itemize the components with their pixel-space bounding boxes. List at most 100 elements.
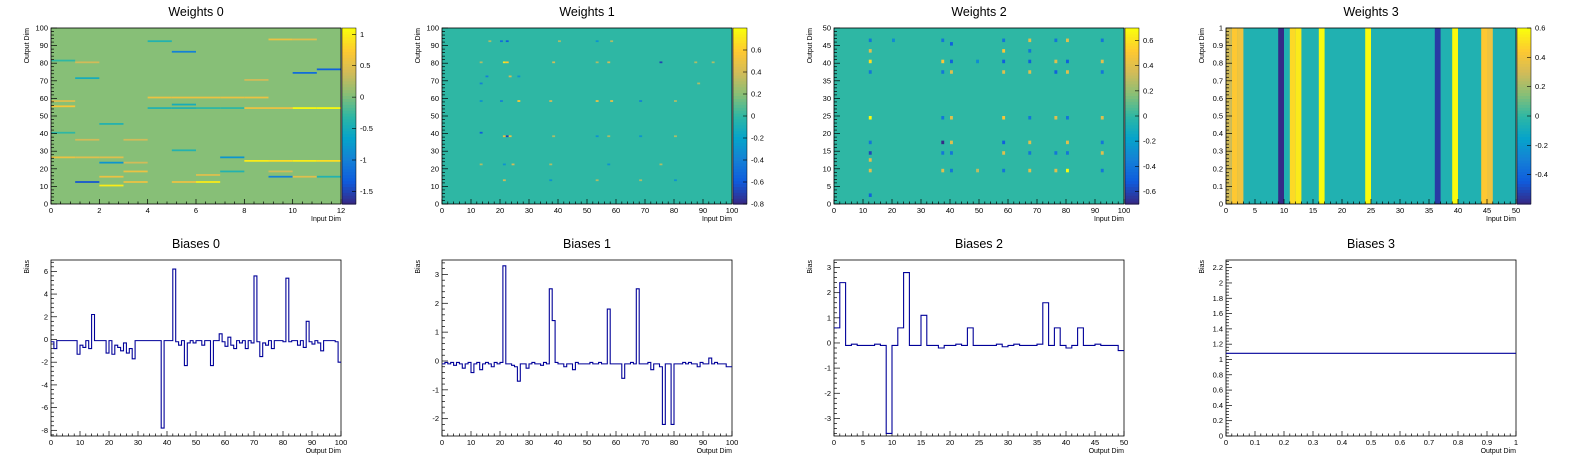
x-tick-label: 25 xyxy=(975,438,983,447)
heatmap-cell xyxy=(1054,116,1058,120)
colorbar-segment xyxy=(1517,177,1531,182)
colorbar-segment xyxy=(1517,66,1531,70)
colorbar-segment xyxy=(1517,186,1531,190)
colorbar-segment xyxy=(1517,151,1531,155)
colorbar-segment xyxy=(342,104,356,108)
heatmap-cell xyxy=(1054,70,1058,74)
colorbar-segment xyxy=(1517,195,1531,199)
heatmap-cell xyxy=(123,170,148,173)
x-tick-label: 10 xyxy=(1280,206,1288,215)
colorbar-segment xyxy=(1125,86,1139,91)
heatmap-cell xyxy=(1100,70,1104,74)
colorbar-tick-label: 0.5 xyxy=(360,61,370,70)
heatmap-cell xyxy=(1100,116,1104,120)
x-tick-label: 5 xyxy=(861,438,865,447)
colorbar-segment xyxy=(1517,89,1531,94)
y-axis-label: Bias xyxy=(415,260,422,274)
colorbar-segment xyxy=(342,198,356,202)
colorbar-segment xyxy=(1125,124,1139,129)
heatmap-cell xyxy=(595,61,599,64)
colorbar-segment xyxy=(342,86,356,91)
chart-title: Biases 1 xyxy=(563,237,611,251)
y-tick-label: 90 xyxy=(40,41,48,50)
y-tick-label: 2.2 xyxy=(1213,263,1223,272)
heatmap-cell xyxy=(1002,49,1006,53)
colorbar-segment xyxy=(1517,201,1531,205)
y-tick-label: 50 xyxy=(823,24,831,33)
colorbar-segment xyxy=(342,39,356,44)
colorbar-segment xyxy=(733,127,747,132)
heatmap-cell xyxy=(51,131,76,134)
heatmap-cell xyxy=(123,181,148,183)
colorbar-segment xyxy=(1517,198,1531,202)
colorbar-segment xyxy=(1125,80,1139,85)
colorbar-segment xyxy=(1517,74,1531,79)
heatmap-cell xyxy=(75,156,100,159)
heatmap-column xyxy=(1365,28,1371,204)
colorbar-segment xyxy=(342,45,356,50)
y-tick-label: 100 xyxy=(35,24,48,33)
colorbar-segment xyxy=(1517,113,1531,117)
y-tick-label: 5 xyxy=(827,182,831,191)
x-tick-label: 6 xyxy=(194,206,198,215)
x-tick-label: 0.3 xyxy=(1308,438,1318,447)
y-axis-label: Output Dim xyxy=(24,28,31,64)
colorbar-segment xyxy=(1517,28,1531,32)
heatmap-cell xyxy=(99,161,124,164)
colorbar-segment xyxy=(1517,121,1531,126)
heatmap-cell xyxy=(1028,59,1032,64)
colorbar-segment xyxy=(733,89,747,94)
y-tick-label: 40 xyxy=(431,129,439,138)
x-tick-label: 50 xyxy=(583,438,591,447)
heatmap-cell xyxy=(75,61,100,64)
heatmap-cell xyxy=(292,107,317,109)
heatmap-cell xyxy=(171,181,196,183)
x-tick-label: 20 xyxy=(1338,206,1346,215)
colorbar-segment xyxy=(1517,145,1531,149)
heatmap-cell xyxy=(595,179,599,182)
x-tick-label: 0 xyxy=(832,438,836,447)
heatmap-cell xyxy=(220,96,245,99)
colorbar-segment xyxy=(1125,113,1139,117)
y-tick-label: 1.8 xyxy=(1213,294,1223,303)
colorbar-segment xyxy=(733,180,747,185)
bias-series-line xyxy=(51,268,341,429)
colorbar-segment xyxy=(733,162,747,167)
colorbar-segment xyxy=(342,124,356,129)
x-tick-label: 1 xyxy=(1514,438,1518,447)
heatmap-cell xyxy=(479,163,483,166)
y-tick-label: 40 xyxy=(823,59,831,68)
plot-background xyxy=(442,260,732,436)
colorbar-segment xyxy=(733,92,747,97)
y-axis-label: Output Dim xyxy=(415,28,422,64)
y-tick-label: 0.9 xyxy=(1213,41,1223,50)
heatmap-cell xyxy=(292,72,317,74)
x-tick-label: 70 xyxy=(1033,206,1041,215)
colorbar-tick-label: 0.4 xyxy=(751,68,761,77)
y-tick-label: 0.6 xyxy=(1213,94,1223,103)
colorbar-segment xyxy=(342,80,356,85)
bias-panel: Biases 30 0.1 0.2 0.3 0.4 0.5 0.6 0.7 0.8 0.9 1Out… xyxy=(1199,237,1518,455)
y-tick-label: 2 xyxy=(435,299,439,308)
colorbar-segment xyxy=(733,177,747,182)
heatmap-column xyxy=(1481,28,1487,204)
colorbar-segment xyxy=(342,101,356,105)
colorbar-segment xyxy=(1517,69,1531,73)
x-tick-label: 0 xyxy=(49,206,53,215)
colorbar-tick-label: 0.2 xyxy=(1535,82,1545,91)
heatmap-cell xyxy=(595,40,599,43)
colorbar-segment xyxy=(1125,33,1139,38)
x-tick-label: 100 xyxy=(335,438,348,447)
y-tick-label: 6 xyxy=(44,267,48,276)
colorbar-segment xyxy=(342,66,356,70)
y-tick-label: 30 xyxy=(431,147,439,156)
colorbar-segment xyxy=(733,104,747,108)
heatmap-cell xyxy=(517,100,521,102)
colorbar-segment xyxy=(733,121,747,126)
heatmap-column xyxy=(1278,28,1284,204)
colorbar-segment xyxy=(733,60,747,64)
heatmap-cell xyxy=(99,156,124,159)
